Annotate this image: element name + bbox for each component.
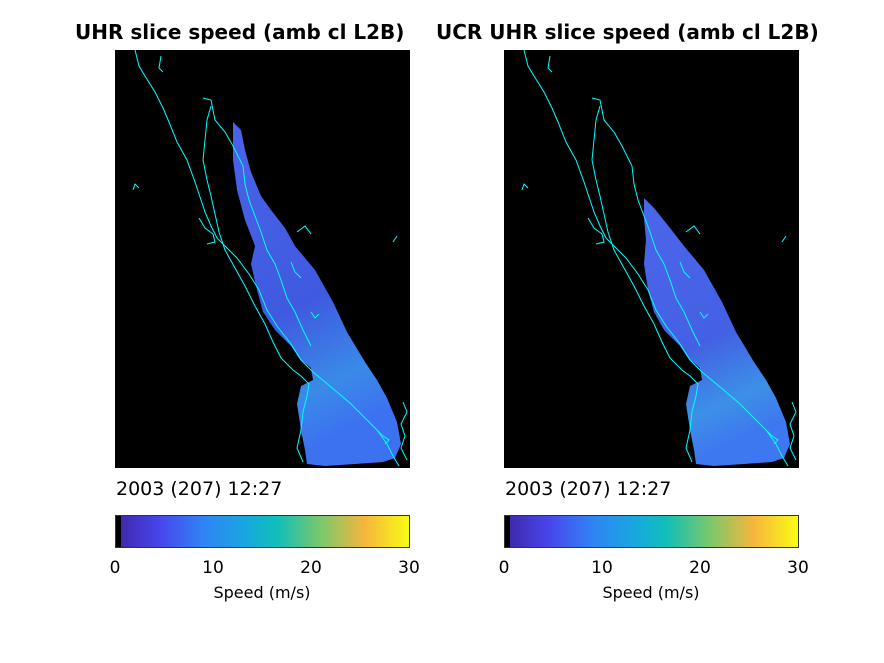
- speed-map: [504, 50, 799, 468]
- colorbar-tick: 10: [202, 558, 224, 578]
- speed-region: [233, 122, 401, 466]
- colorbar-gradient: [116, 516, 409, 547]
- date-label: 2003 (207) 12:27: [116, 478, 283, 500]
- speed-map: [115, 50, 410, 468]
- colorbar: [115, 515, 410, 548]
- colorbar-tick: 30: [787, 558, 809, 578]
- colorbar-tick: 20: [300, 558, 322, 578]
- plot-title: UCR UHR slice speed (amb cl L2B): [436, 20, 819, 44]
- coastline: [521, 50, 797, 467]
- colorbar: [504, 515, 799, 548]
- colorbar-label: Speed (m/s): [213, 583, 311, 602]
- colorbar-tick: 20: [689, 558, 711, 578]
- plot-title: UHR slice speed (amb cl L2B): [75, 20, 405, 44]
- colorbar-tick: 30: [398, 558, 420, 578]
- colorbar-tick: 10: [591, 558, 613, 578]
- coastline: [132, 50, 408, 467]
- map-svg: [132, 50, 408, 467]
- map-svg: [521, 50, 797, 467]
- colorbar-tick: 0: [498, 558, 510, 578]
- panel-ucr-uhr: UCR UHR slice speed (amb cl L2B): [436, 0, 884, 663]
- colorbar-gradient: [505, 516, 798, 547]
- date-label: 2003 (207) 12:27: [505, 478, 672, 500]
- panel-uhr: UHR slice speed (amb cl L2B): [75, 20, 420, 602]
- colorbar-tick: 0: [109, 558, 121, 578]
- speed-region: [644, 198, 790, 466]
- colorbar-label: Speed (m/s): [602, 583, 700, 602]
